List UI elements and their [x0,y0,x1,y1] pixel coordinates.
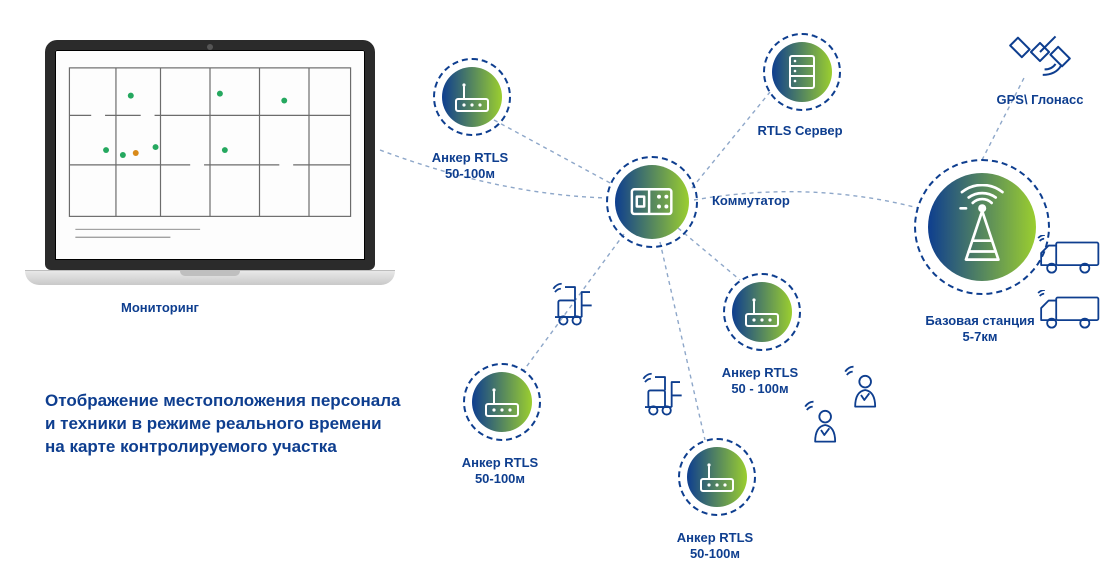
node-server-fill [772,42,832,102]
laptop-label: Мониторинг [100,300,220,316]
node-anchor2-label: Анкер RTLS 50 - 100м [680,365,840,398]
node-anchor1-label: Анкер RTLS 50-100м [390,150,550,183]
person2-icon [800,400,842,448]
satellite-label: GPS\ Глонасс [970,92,1110,108]
node-server-label: RTLS Сервер [720,123,880,139]
forklift2-icon [640,370,690,418]
node-base [914,159,1050,295]
connector [678,228,740,280]
node-anchor1 [433,58,511,136]
node-anchor3-fill [472,372,532,432]
node-switch-label: Коммутатор [712,193,852,209]
node-switch-fill [615,165,689,239]
node-anchor3-label: Анкер RTLS 50-100м [420,455,580,488]
laptop-screen [45,40,375,270]
connector [982,78,1024,160]
node-anchor4 [678,438,756,516]
node-anchor4-label: Анкер RTLS 50-100м [635,530,795,563]
node-server [763,33,841,111]
forklift1-icon [550,280,600,328]
person1-icon [840,365,882,413]
laptop-mockup [45,40,395,285]
satellite-icon [1008,20,1072,84]
connector [692,92,770,188]
floorplan [61,56,359,254]
node-anchor3 [463,363,541,441]
node-anchor2 [723,273,801,351]
description-text: Отображение местоположения персонала и т… [45,390,425,459]
node-base-fill [928,173,1036,281]
laptop-camera [207,44,213,50]
node-switch [606,156,698,248]
laptop-base [25,270,395,285]
node-anchor2-fill [732,282,792,342]
node-anchor1-fill [442,67,502,127]
truck2-icon [1035,290,1103,332]
diagram-stage: Мониторинг Отображение местоположения пе… [0,0,1117,586]
node-anchor4-fill [687,447,747,507]
truck1-icon [1035,235,1103,277]
